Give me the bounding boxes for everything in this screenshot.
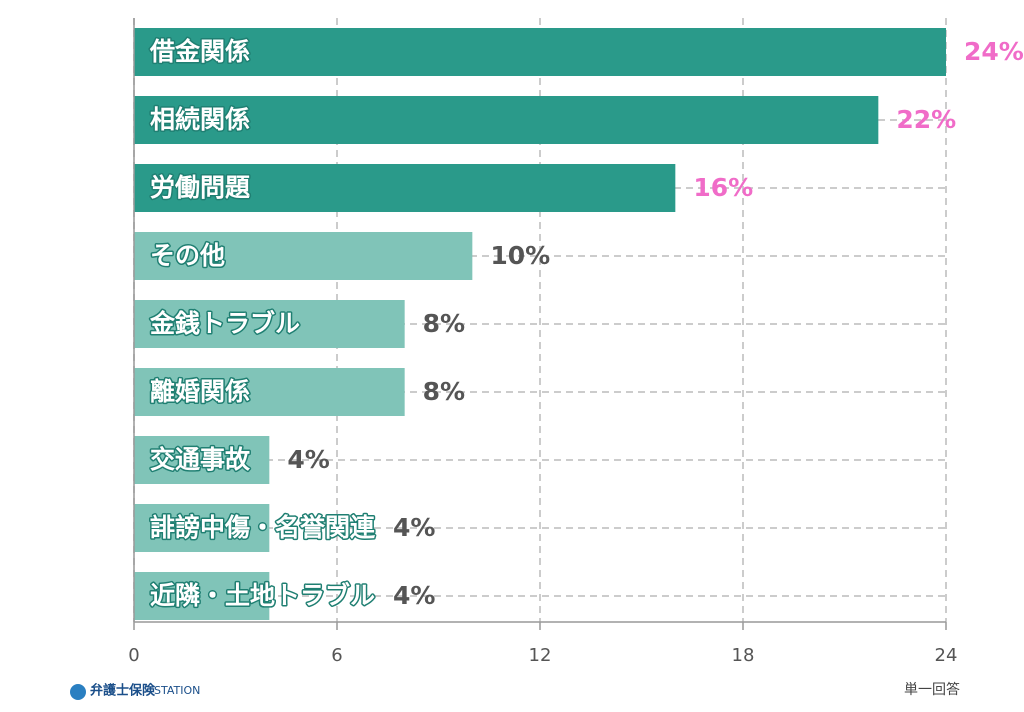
- x-tick-label: 18: [732, 645, 755, 666]
- x-tick-label: 6: [331, 645, 342, 666]
- bar: [134, 28, 946, 76]
- logo: 弁護士保険 STATION: [70, 683, 200, 700]
- value-label: 4%: [393, 513, 435, 542]
- value-label: 16%: [693, 173, 753, 202]
- category-label: 交通事故: [150, 445, 251, 474]
- logo-suffix: STATION: [154, 684, 200, 697]
- category-label: 離婚関係: [150, 377, 250, 406]
- value-label: 22%: [896, 105, 956, 134]
- x-tick-label: 12: [529, 645, 552, 666]
- category-label: 近隣・土地トラブル: [150, 581, 375, 610]
- logo-icon: [70, 684, 86, 700]
- value-label: 24%: [964, 37, 1024, 66]
- category-label: 借金関係: [149, 37, 250, 66]
- value-label: 4%: [393, 581, 435, 610]
- note: 単一回答: [904, 681, 960, 698]
- category-label: 相続関係: [150, 105, 250, 134]
- bar: [134, 504, 270, 552]
- bar: [134, 164, 676, 212]
- value-label: 8%: [423, 377, 465, 406]
- bar: [134, 572, 270, 620]
- bar: [134, 300, 405, 348]
- bar: [134, 436, 270, 484]
- category-label: 金銭トラブル: [149, 309, 300, 338]
- bar: [134, 96, 879, 144]
- value-label: 4%: [287, 445, 329, 474]
- logo-name: 弁護士保険: [90, 683, 156, 699]
- category-label: 誹謗中傷・名誉関連: [150, 513, 376, 542]
- category-label: 労働問題: [150, 173, 251, 202]
- bar: [134, 368, 405, 416]
- bar: [134, 232, 473, 280]
- x-tick-label: 24: [935, 645, 958, 666]
- value-label: 10%: [490, 241, 550, 270]
- value-label: 8%: [423, 309, 465, 338]
- x-tick-label: 0: [128, 645, 139, 666]
- category-label: その他: [150, 241, 225, 270]
